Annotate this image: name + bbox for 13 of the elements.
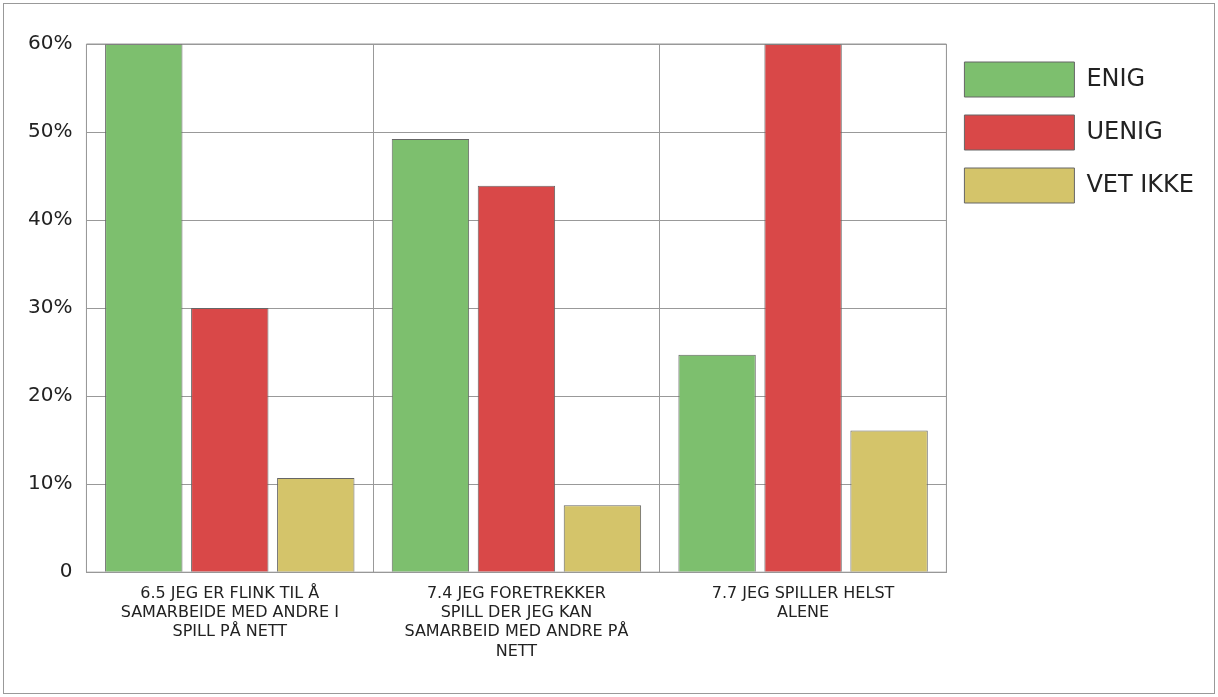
x-tick-label: 6.5 JEG ER FLINK TIL Å SAMARBEIDE MED ANDRE I SPILL PÅ NETT bbox=[120, 582, 339, 641]
y-tick-label: 40% bbox=[28, 206, 73, 231]
x-tick-label: 7.7 JEG SPILLER HELST ALENE bbox=[711, 582, 895, 622]
y-tick-label: 10% bbox=[28, 470, 73, 495]
x-tick-label: 7.4 JEG FORETREKKER SPILL DER JEG KAN SAMARBEID MED ANDRE PÅ NETT bbox=[404, 582, 629, 660]
legend-label: VET IKKE bbox=[1086, 169, 1194, 198]
legend-label: ENIG bbox=[1086, 63, 1146, 92]
legend-label: UENIG bbox=[1086, 116, 1163, 145]
y-tick-label: 50% bbox=[28, 118, 73, 143]
y-tick-label: 0 bbox=[59, 558, 73, 583]
y-tick-label: 60% bbox=[28, 30, 73, 55]
y-tick-label: 30% bbox=[28, 294, 73, 319]
y-tick-label: 20% bbox=[28, 382, 73, 407]
